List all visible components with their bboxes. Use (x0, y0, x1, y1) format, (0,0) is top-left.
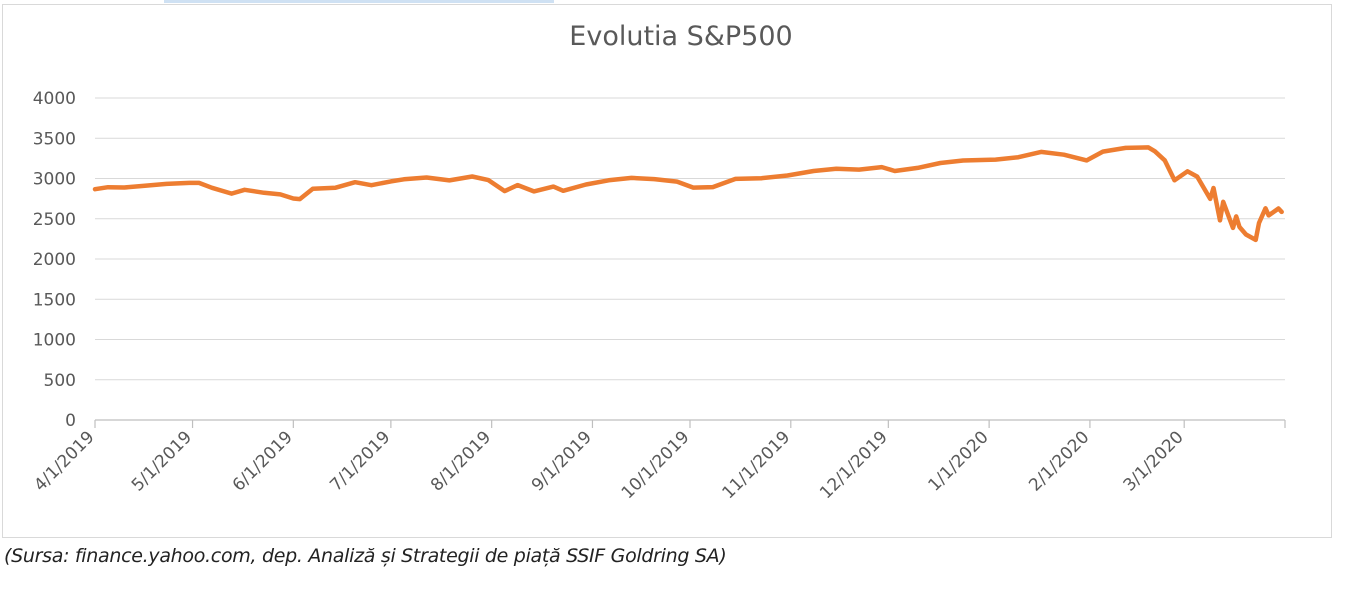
y-tick-label: 0 (65, 411, 76, 431)
x-tick-label: 6/1/2019 (229, 427, 297, 495)
x-tick-label: 11/1/2019 (719, 427, 795, 503)
x-tick-label: 1/1/2020 (925, 427, 993, 495)
x-tick-label: 4/1/2019 (30, 427, 98, 495)
y-tick-label: 3500 (33, 129, 76, 149)
y-tick-label: 1000 (33, 331, 76, 351)
x-axis (94, 419, 1286, 428)
y-tick-label: 2500 (33, 210, 76, 230)
y-axis-labels: 0 500 1000 1500 2000 2500 3000 3500 4000 (33, 89, 76, 431)
x-tick-label: 12/1/2019 (816, 427, 892, 503)
x-tick-label: 5/1/2019 (128, 427, 196, 495)
x-tick-label: 7/1/2019 (326, 427, 394, 495)
top-highlight-strip (164, 0, 554, 3)
x-axis-labels: 4/1/2019 5/1/2019 6/1/2019 7/1/2019 8/1/2019… (30, 427, 1187, 503)
x-tick-label: 8/1/2019 (427, 427, 495, 495)
line-chart: Evolutia S&P500 0 500 1000 1500 2000 2500 3000… (30, 21, 1286, 503)
chart-frame: Evolutia S&P500 0 500 1000 1500 2000 2500 3000… (2, 4, 1332, 538)
x-tick-label: 3/1/2020 (1120, 427, 1188, 495)
chart-title: Evolutia S&P500 (569, 21, 792, 52)
series-layer (92, 145, 1284, 243)
y-tick-label: 3000 (33, 170, 76, 190)
x-tick-label: 9/1/2019 (528, 427, 596, 495)
y-tick-label: 1500 (33, 290, 76, 310)
series-line (92, 145, 1284, 243)
x-tick-label: 2/1/2020 (1025, 427, 1093, 495)
y-tick-label: 4000 (33, 89, 76, 109)
gridlines (95, 97, 1285, 381)
source-caption: (Sursa: finance.yahoo.com, dep. Analiză … (4, 545, 727, 567)
y-tick-label: 2000 (33, 250, 76, 270)
x-tick-label: 10/1/2019 (618, 427, 694, 503)
y-tick-label: 500 (44, 371, 76, 391)
